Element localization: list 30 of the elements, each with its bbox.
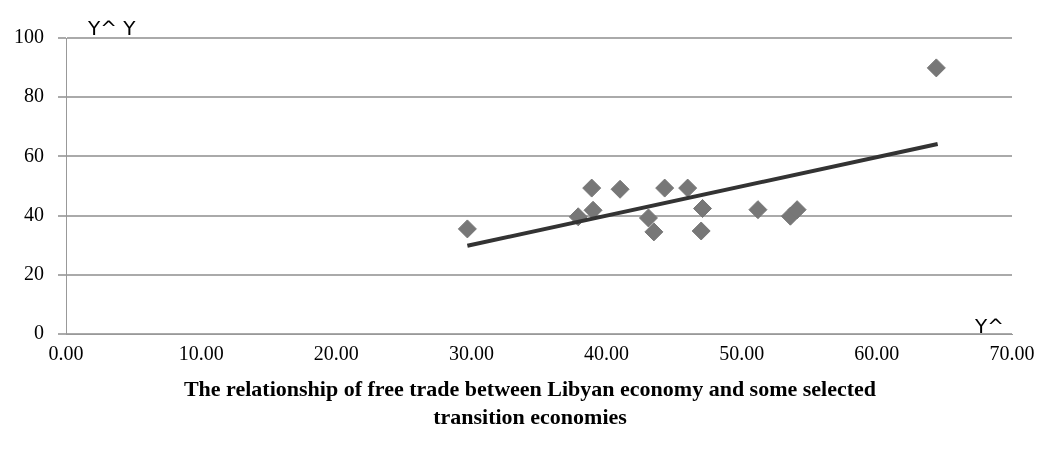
point (787, 200, 807, 220)
x-tick-label: 60.00 (854, 342, 900, 365)
y-tick-label: 0 (34, 321, 44, 344)
point (693, 199, 713, 218)
x-tick-label: 70.00 (989, 342, 1035, 365)
point (644, 222, 664, 242)
point (678, 178, 698, 198)
point (457, 219, 477, 239)
x-tick-label: 20.00 (313, 342, 359, 365)
point (655, 178, 675, 198)
x-tick-label: 10.00 (178, 342, 224, 365)
point (926, 58, 946, 78)
y-tick-label: 40 (24, 202, 44, 225)
point (638, 208, 658, 228)
point (583, 200, 603, 220)
x-tick-label: 0.00 (48, 342, 84, 365)
y-tick-label: 60 (24, 143, 44, 166)
point (691, 221, 711, 241)
x-tick-label: 50.00 (719, 342, 765, 365)
text: The relationship of free trade between Libyan economy and some selected transition economies (182, 375, 878, 431)
y-tick-label: 20 (24, 262, 44, 285)
point (582, 178, 602, 198)
y-tick-label: 100 (14, 25, 44, 48)
y-tick-label: 80 (24, 84, 44, 107)
x-axis-title: Y^ (974, 314, 1004, 339)
x-tick-label: 30.00 (448, 342, 494, 365)
y-axis-title: Y^ Y (87, 16, 137, 41)
point (610, 179, 630, 199)
x-tick-label: 40.00 (584, 342, 630, 365)
point (748, 200, 768, 220)
